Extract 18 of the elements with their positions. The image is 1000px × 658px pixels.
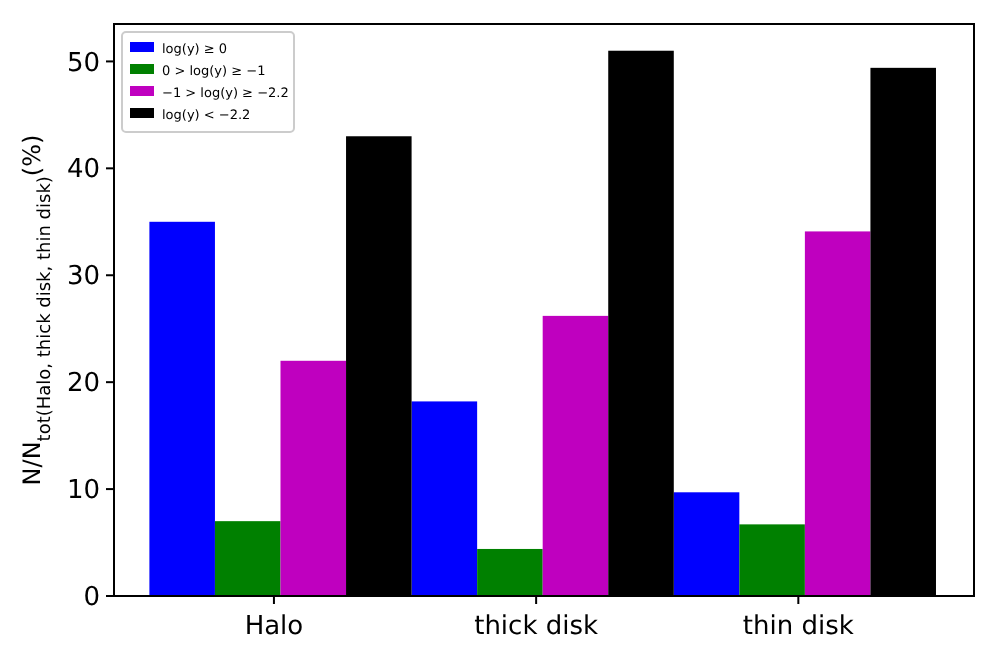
y-tick-label: 30 bbox=[66, 262, 100, 293]
bar bbox=[149, 221, 215, 596]
x-tick-label: Halo bbox=[244, 612, 304, 642]
bar bbox=[280, 360, 347, 596]
bar bbox=[673, 492, 740, 596]
y-tick-label: 40 bbox=[66, 155, 100, 186]
y-tick-label: 10 bbox=[66, 476, 100, 507]
bar bbox=[739, 524, 805, 596]
bar bbox=[542, 315, 609, 596]
x-tick-label: thin disk bbox=[742, 612, 855, 642]
bar bbox=[477, 548, 543, 596]
bar bbox=[411, 401, 478, 596]
y-tick-label: 0 bbox=[83, 583, 100, 614]
x-tick-label: thick disk bbox=[474, 612, 599, 642]
bar bbox=[804, 231, 871, 596]
bar bbox=[214, 521, 281, 596]
y-tick-label: 20 bbox=[66, 369, 100, 400]
y-tick-label: 50 bbox=[66, 48, 100, 79]
